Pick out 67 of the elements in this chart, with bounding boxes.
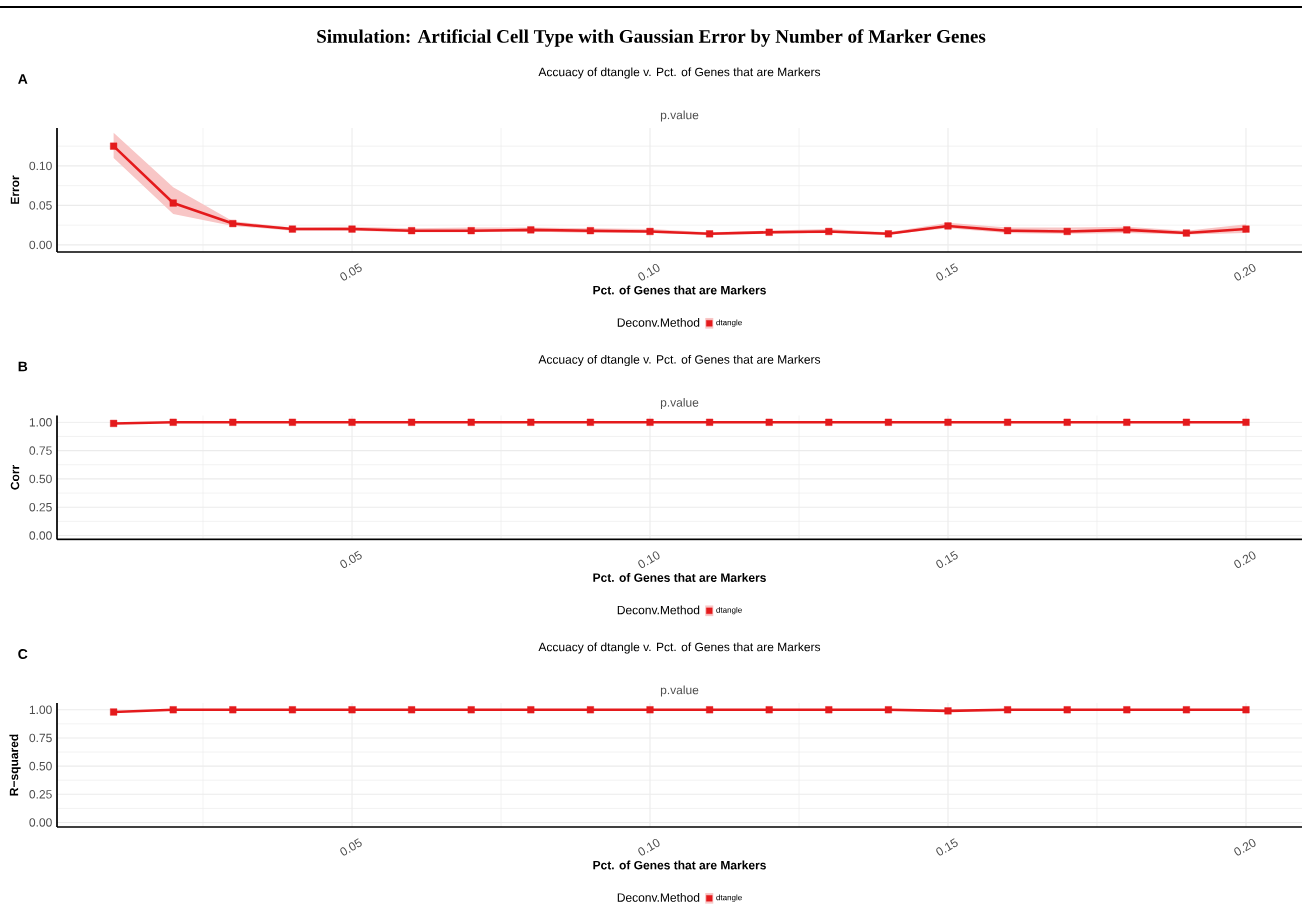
- x-axis-title: Pct. of Genes that are Markers: [593, 860, 766, 870]
- chart-subtitle: Accuacy of dtangle v. Pct. of Genes that are Markers: [538, 67, 821, 79]
- point: [467, 227, 475, 235]
- y-axis-title: R−squared: [9, 734, 21, 796]
- x-tick-label: 0.15: [936, 550, 958, 568]
- x-tick-label: 0.20: [1234, 551, 1256, 568]
- point: [408, 227, 416, 235]
- legend-title: Deconv.Method: [617, 605, 700, 615]
- y-tick-label: 0.50: [29, 474, 52, 484]
- x-tick-label: 0.05: [340, 263, 362, 281]
- point: [825, 227, 833, 235]
- point: [646, 227, 654, 235]
- legend-title: Deconv.Method: [617, 317, 700, 327]
- x-axis-title: Pct. of Genes that are Markers: [593, 573, 766, 582]
- y-tick-label: 1.00: [29, 705, 52, 715]
- x-tick-label: 0.05: [340, 838, 362, 856]
- chart-subtitle: Accuacy of dtangle v. Pct. of Genes that are Markers: [538, 642, 821, 654]
- y-tick-label: 0.75: [29, 733, 52, 743]
- point: [765, 228, 773, 236]
- point: [1063, 227, 1071, 235]
- text: C: [18, 649, 28, 659]
- legend-title: Deconv.Method: [617, 892, 700, 902]
- y-tick-label: 0.10: [29, 161, 52, 171]
- y-tick-label: 0.05: [29, 201, 52, 210]
- legend-label: dtangle: [716, 606, 742, 615]
- point: [527, 226, 535, 234]
- point: [229, 220, 237, 228]
- x-tick-label: 0.10: [638, 838, 660, 856]
- x-tick-label: 0.15: [936, 263, 958, 281]
- y-tick-label: 0.50: [29, 761, 52, 771]
- point: [884, 230, 892, 238]
- point: [169, 199, 177, 207]
- x-tick-label: 0.10: [638, 263, 660, 281]
- legend-label: dtangle: [716, 894, 742, 902]
- x-tick-label: 0.15: [936, 838, 958, 856]
- y-axis-title: Corr: [10, 465, 20, 490]
- y-tick-label: 0.00: [29, 240, 52, 250]
- point: [1004, 227, 1012, 235]
- point: [586, 227, 594, 235]
- point: [944, 222, 952, 230]
- point: [1182, 229, 1190, 237]
- y-axis-title: Error: [10, 175, 20, 204]
- point: [288, 225, 296, 233]
- point: [1242, 225, 1250, 233]
- y-tick-label: 0.25: [29, 790, 52, 799]
- x-tick-label: 0.20: [1234, 838, 1256, 856]
- text: p.value: [660, 685, 699, 697]
- y-tick-label: 0.00: [29, 531, 52, 540]
- y-tick-label: 0.75: [29, 446, 52, 455]
- text: B: [18, 361, 28, 372]
- x-tick-label: 0.10: [638, 551, 660, 568]
- point: [348, 225, 356, 233]
- chart-title: Simulation: Artificial Cell Type with Gaussian Error by Number of Marker Genes: [317, 29, 986, 47]
- y-tick-label: 0.00: [29, 818, 52, 827]
- point: [1123, 226, 1131, 234]
- text: p.value: [660, 397, 699, 410]
- x-axis-title: Pct. of Genes that are Markers: [593, 285, 766, 295]
- point: [706, 230, 714, 238]
- text: p.value: [660, 110, 699, 122]
- legend-label: dtangle: [716, 319, 742, 327]
- x-tick-label: 0.05: [340, 550, 362, 568]
- text: A: [18, 74, 28, 84]
- x-tick-label: 0.20: [1234, 263, 1256, 281]
- y-tick-label: 1.00: [29, 418, 52, 427]
- chart-subtitle: Accuacy of dtangle v. Pct. of Genes that are Markers: [538, 354, 821, 367]
- y-tick-label: 0.25: [29, 502, 52, 512]
- point: [110, 142, 118, 150]
